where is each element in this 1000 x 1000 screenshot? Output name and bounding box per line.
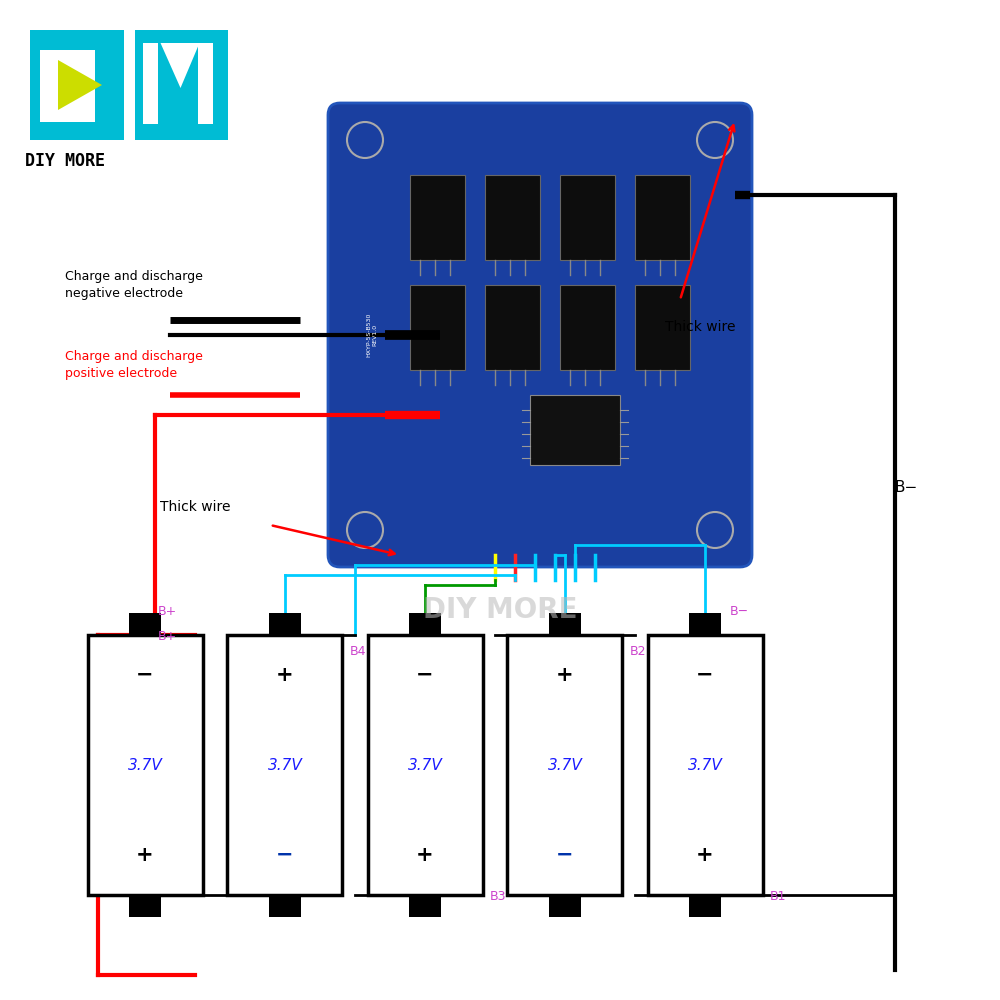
Bar	[689, 613, 721, 635]
Text: 3.7V: 3.7V	[268, 758, 302, 772]
Bar	[88, 635, 202, 895]
FancyBboxPatch shape	[40, 50, 95, 121]
Text: 3.7V: 3.7V	[548, 758, 582, 772]
Bar	[507, 635, 622, 895]
Bar	[635, 285, 690, 370]
Text: −: −	[136, 665, 154, 685]
Text: Charge and discharge
negative electrode: Charge and discharge negative electrode	[65, 270, 203, 300]
Text: +: +	[136, 845, 154, 865]
Text: B2: B2	[630, 645, 646, 658]
Bar	[227, 635, 342, 895]
Bar	[560, 175, 615, 260]
Bar	[409, 895, 441, 917]
Text: Thick wire: Thick wire	[665, 320, 736, 334]
Text: 3.7V: 3.7V	[408, 758, 442, 772]
Text: DIY MORE: DIY MORE	[25, 152, 105, 170]
Bar	[269, 895, 301, 917]
Text: B−: B−	[895, 480, 918, 495]
Text: +: +	[276, 665, 294, 685]
Text: 3.7V: 3.7V	[688, 758, 722, 772]
Bar	[129, 613, 161, 635]
FancyBboxPatch shape	[143, 43, 158, 124]
Bar	[549, 895, 581, 917]
Text: B3: B3	[490, 890, 507, 903]
Text: +: +	[696, 845, 714, 865]
Bar	[410, 175, 465, 260]
Bar	[269, 613, 301, 635]
Bar	[485, 285, 540, 370]
Polygon shape	[58, 60, 102, 110]
Bar	[549, 613, 581, 635]
Bar	[530, 395, 620, 465]
FancyBboxPatch shape	[198, 43, 213, 124]
Text: B1: B1	[770, 890, 786, 903]
Bar	[409, 613, 441, 635]
FancyBboxPatch shape	[134, 30, 228, 140]
Bar	[648, 635, 763, 895]
Bar	[689, 895, 721, 917]
Bar	[129, 895, 161, 917]
Bar	[410, 285, 465, 370]
Bar	[485, 175, 540, 260]
Text: −: −	[556, 845, 574, 865]
Text: −: −	[696, 665, 714, 685]
Text: −: −	[276, 845, 294, 865]
Text: B4: B4	[350, 645, 366, 658]
Text: B+: B+	[158, 630, 177, 643]
Text: 3.7V: 3.7V	[128, 758, 162, 772]
FancyBboxPatch shape	[328, 103, 752, 567]
Text: Charge and discharge
positive electrode: Charge and discharge positive electrode	[65, 350, 203, 380]
Text: +: +	[556, 665, 574, 685]
Text: −: −	[416, 665, 434, 685]
Polygon shape	[160, 43, 200, 88]
Text: Thick wire: Thick wire	[160, 500, 230, 514]
Bar	[635, 175, 690, 260]
FancyBboxPatch shape	[30, 30, 124, 140]
Bar	[560, 285, 615, 370]
Text: B−: B−	[730, 605, 749, 618]
Text: +: +	[416, 845, 434, 865]
Text: DIY MORE: DIY MORE	[423, 596, 577, 624]
Text: HXYP-5S-B530
REV1.0: HXYP-5S-B530 REV1.0	[367, 313, 377, 357]
Text: B+: B+	[158, 605, 177, 618]
Bar	[368, 635, 482, 895]
